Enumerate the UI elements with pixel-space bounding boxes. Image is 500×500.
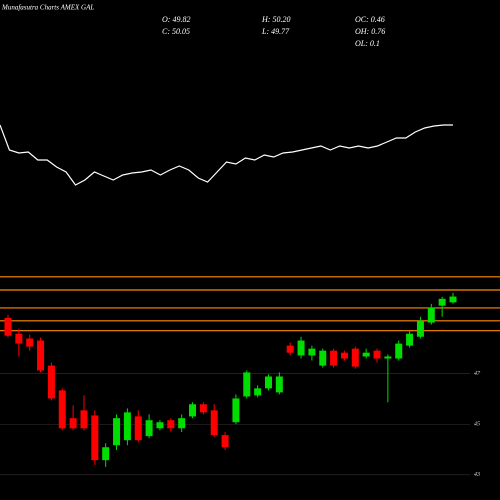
candle-body bbox=[15, 333, 23, 344]
y-tick-label: 43 bbox=[474, 471, 480, 478]
candle-body bbox=[113, 418, 121, 446]
candle-body bbox=[232, 398, 240, 423]
candle-body bbox=[26, 338, 34, 347]
info-close: C: 50.05 bbox=[162, 27, 190, 36]
candle-body bbox=[297, 340, 305, 356]
candle-body bbox=[427, 307, 435, 323]
candle-body bbox=[178, 418, 186, 429]
candle-body bbox=[308, 348, 316, 356]
candle-body bbox=[91, 415, 99, 461]
candle-body bbox=[123, 412, 131, 441]
candle-body bbox=[373, 350, 381, 359]
info-oc: OC: 0.46 bbox=[355, 15, 385, 24]
candle-body bbox=[37, 340, 45, 371]
candle-body bbox=[438, 298, 446, 306]
candle-body bbox=[189, 404, 197, 417]
candle-body bbox=[351, 348, 359, 367]
y-tick-label: 47 bbox=[474, 370, 481, 377]
indicator-line bbox=[0, 124, 453, 186]
candle-body bbox=[102, 447, 110, 461]
candle-body bbox=[221, 435, 229, 448]
candle-body bbox=[243, 372, 251, 397]
candle-body bbox=[362, 352, 370, 357]
candle-body bbox=[264, 376, 272, 389]
info-low: L: 49.77 bbox=[261, 27, 290, 36]
candle-body bbox=[199, 404, 207, 413]
candle-body bbox=[286, 345, 294, 353]
candle-body bbox=[275, 376, 283, 393]
candle-body bbox=[330, 350, 338, 366]
candle-body bbox=[145, 420, 153, 437]
candle-body bbox=[4, 317, 12, 336]
candle-body bbox=[340, 352, 348, 359]
candle-body bbox=[384, 356, 392, 359]
candle-body bbox=[69, 418, 77, 429]
candle-body bbox=[406, 333, 414, 346]
candle-body bbox=[156, 422, 164, 429]
candle-body bbox=[167, 420, 175, 429]
candle-body bbox=[210, 410, 218, 436]
candle-body bbox=[319, 350, 327, 366]
candle-body bbox=[47, 365, 55, 399]
candle-body bbox=[395, 343, 403, 359]
y-tick-label: 45 bbox=[474, 421, 480, 428]
candle-body bbox=[80, 410, 88, 429]
info-open: O: 49.82 bbox=[162, 15, 190, 24]
info-ol: OL: 0.1 bbox=[355, 39, 380, 48]
info-oh: OH: 0.76 bbox=[355, 27, 385, 36]
candle-body bbox=[449, 296, 457, 303]
info-high: H: 50.20 bbox=[261, 15, 290, 24]
candle-body bbox=[254, 388, 262, 396]
candle-body bbox=[416, 320, 424, 337]
candle-body bbox=[58, 390, 66, 429]
candle-body bbox=[134, 416, 142, 441]
chart-title: Munafasutra Charts AMEX GAL bbox=[1, 4, 94, 12]
